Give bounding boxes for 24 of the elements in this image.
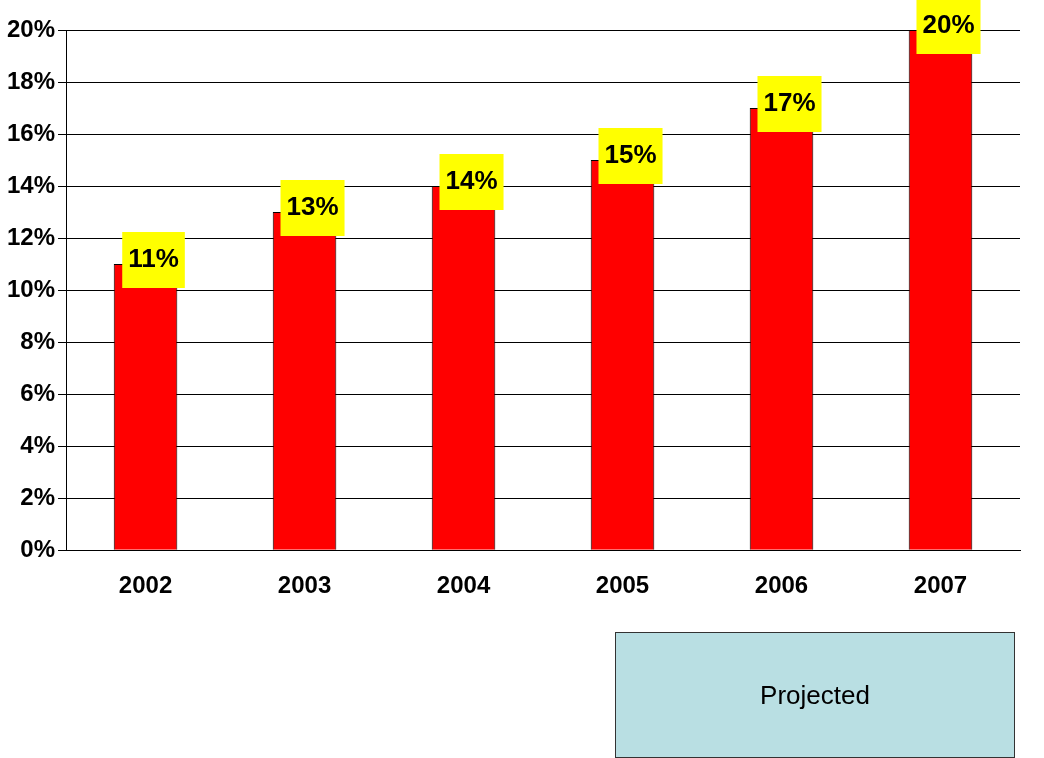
- text: Projected: [615, 632, 1015, 758]
- y-tick-label: 0%: [20, 534, 56, 562]
- y-tick-label: 2%: [20, 482, 56, 510]
- y-tick-label: 14%: [6, 170, 56, 198]
- x-tick-label: 2006: [754, 571, 809, 599]
- x-tick-label: 2002: [118, 571, 173, 599]
- data-label: 14%: [445, 165, 498, 196]
- y-tick-label: 20%: [6, 14, 56, 42]
- data-label: 17%: [763, 87, 816, 118]
- y-tick-label: 8%: [20, 326, 56, 354]
- x-tick-label: 2003: [277, 571, 332, 599]
- y-tick-label: 6%: [20, 378, 56, 406]
- y-tick-label: 12%: [6, 222, 56, 250]
- x-tick-label: 2007: [913, 571, 968, 599]
- y-tick-label: 4%: [20, 430, 56, 458]
- y-tick-label: 10%: [6, 274, 56, 302]
- x-tick-label: 2005: [595, 571, 650, 599]
- x-tick-label: 2004: [436, 571, 491, 599]
- data-label: 11%: [128, 243, 179, 274]
- data-label: 20%: [922, 9, 975, 40]
- data-label: 15%: [604, 139, 657, 170]
- y-tick-label: 16%: [6, 118, 56, 146]
- data-label: 13%: [286, 191, 339, 222]
- y-tick-label: 18%: [6, 66, 56, 94]
